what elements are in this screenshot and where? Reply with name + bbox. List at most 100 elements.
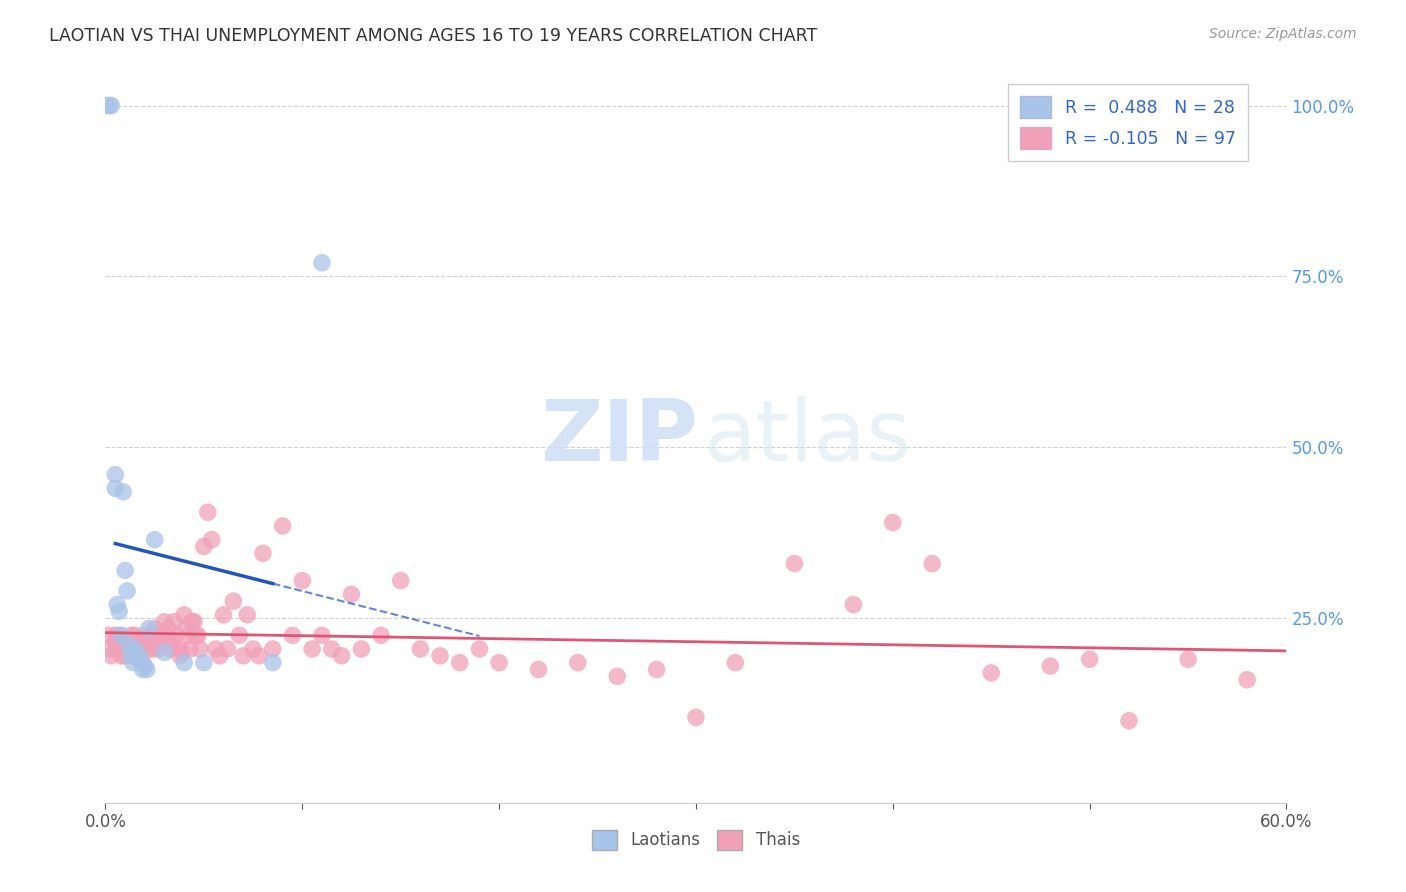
Point: [143, 533, 166, 547]
Point: [134, 659, 156, 673]
Point: [321, 642, 343, 657]
Point: [143, 622, 166, 636]
Point: [187, 628, 209, 642]
Point: [204, 642, 226, 657]
Point: [112, 484, 135, 499]
Point: [100, 98, 122, 112]
Point: [201, 533, 224, 547]
Point: [409, 642, 432, 657]
Point: [118, 635, 141, 649]
Point: [980, 665, 1002, 680]
Point: [724, 656, 747, 670]
Point: [105, 642, 128, 657]
Point: [429, 648, 451, 663]
Point: [174, 622, 197, 636]
Point: [228, 628, 250, 642]
Point: [208, 648, 231, 663]
Point: [842, 598, 865, 612]
Point: [110, 648, 132, 663]
Point: [271, 519, 294, 533]
Point: [105, 598, 128, 612]
Point: [193, 656, 215, 670]
Point: [468, 642, 491, 657]
Point: [104, 628, 127, 642]
Point: [179, 642, 201, 657]
Point: [114, 563, 136, 577]
Point: [488, 656, 510, 670]
Point: [120, 642, 142, 657]
Point: [138, 642, 160, 657]
Point: [96, 98, 118, 112]
Point: [115, 635, 138, 649]
Point: [159, 642, 181, 657]
Point: [118, 639, 141, 653]
Point: [110, 628, 132, 642]
Point: [247, 648, 270, 663]
Point: [311, 256, 333, 270]
Point: [169, 648, 191, 663]
Point: [236, 607, 259, 622]
Point: [148, 642, 170, 657]
Point: [262, 656, 284, 670]
Point: [124, 642, 146, 657]
Point: [132, 663, 155, 677]
Point: [685, 710, 707, 724]
Point: [142, 642, 165, 657]
Point: [108, 628, 131, 642]
Point: [197, 505, 219, 519]
Point: [167, 642, 190, 657]
Point: [104, 481, 127, 495]
Point: [217, 642, 239, 657]
Point: [108, 642, 131, 657]
Point: [212, 607, 235, 622]
Point: [173, 656, 195, 670]
Point: [527, 663, 550, 677]
Point: [120, 628, 142, 642]
Point: [134, 628, 156, 642]
Point: [162, 635, 184, 649]
Point: [1236, 673, 1258, 687]
Point: [370, 628, 392, 642]
Point: [135, 635, 157, 649]
Point: [1118, 714, 1140, 728]
Point: [122, 656, 145, 670]
Point: [262, 642, 284, 657]
Point: [252, 546, 274, 560]
Point: [124, 628, 146, 642]
Point: [389, 574, 412, 588]
Point: [125, 648, 148, 663]
Point: [114, 642, 136, 657]
Text: ZIP: ZIP: [540, 395, 697, 479]
Point: [172, 645, 194, 659]
Point: [1177, 652, 1199, 666]
Point: [330, 648, 353, 663]
Point: [138, 622, 160, 636]
Text: Source: ZipAtlas.com: Source: ZipAtlas.com: [1209, 27, 1357, 41]
Point: [567, 656, 589, 670]
Point: [157, 622, 180, 636]
Point: [104, 635, 127, 649]
Point: [115, 583, 138, 598]
Point: [232, 648, 254, 663]
Point: [125, 642, 148, 657]
Point: [104, 467, 127, 482]
Point: [301, 642, 323, 657]
Point: [122, 648, 145, 663]
Point: [153, 645, 176, 659]
Point: [291, 574, 314, 588]
Point: [281, 628, 304, 642]
Point: [1078, 652, 1101, 666]
Point: [311, 628, 333, 642]
Point: [112, 635, 135, 649]
Point: [145, 635, 167, 649]
Point: [163, 615, 186, 629]
Point: [108, 604, 131, 618]
Point: [184, 628, 207, 642]
Point: [98, 642, 121, 657]
Text: LAOTIAN VS THAI UNEMPLOYMENT AMONG AGES 16 TO 19 YEARS CORRELATION CHART: LAOTIAN VS THAI UNEMPLOYMENT AMONG AGES …: [49, 27, 817, 45]
Point: [129, 635, 152, 649]
Point: [120, 648, 142, 663]
Point: [128, 648, 150, 663]
Point: [606, 669, 628, 683]
Point: [129, 656, 152, 670]
